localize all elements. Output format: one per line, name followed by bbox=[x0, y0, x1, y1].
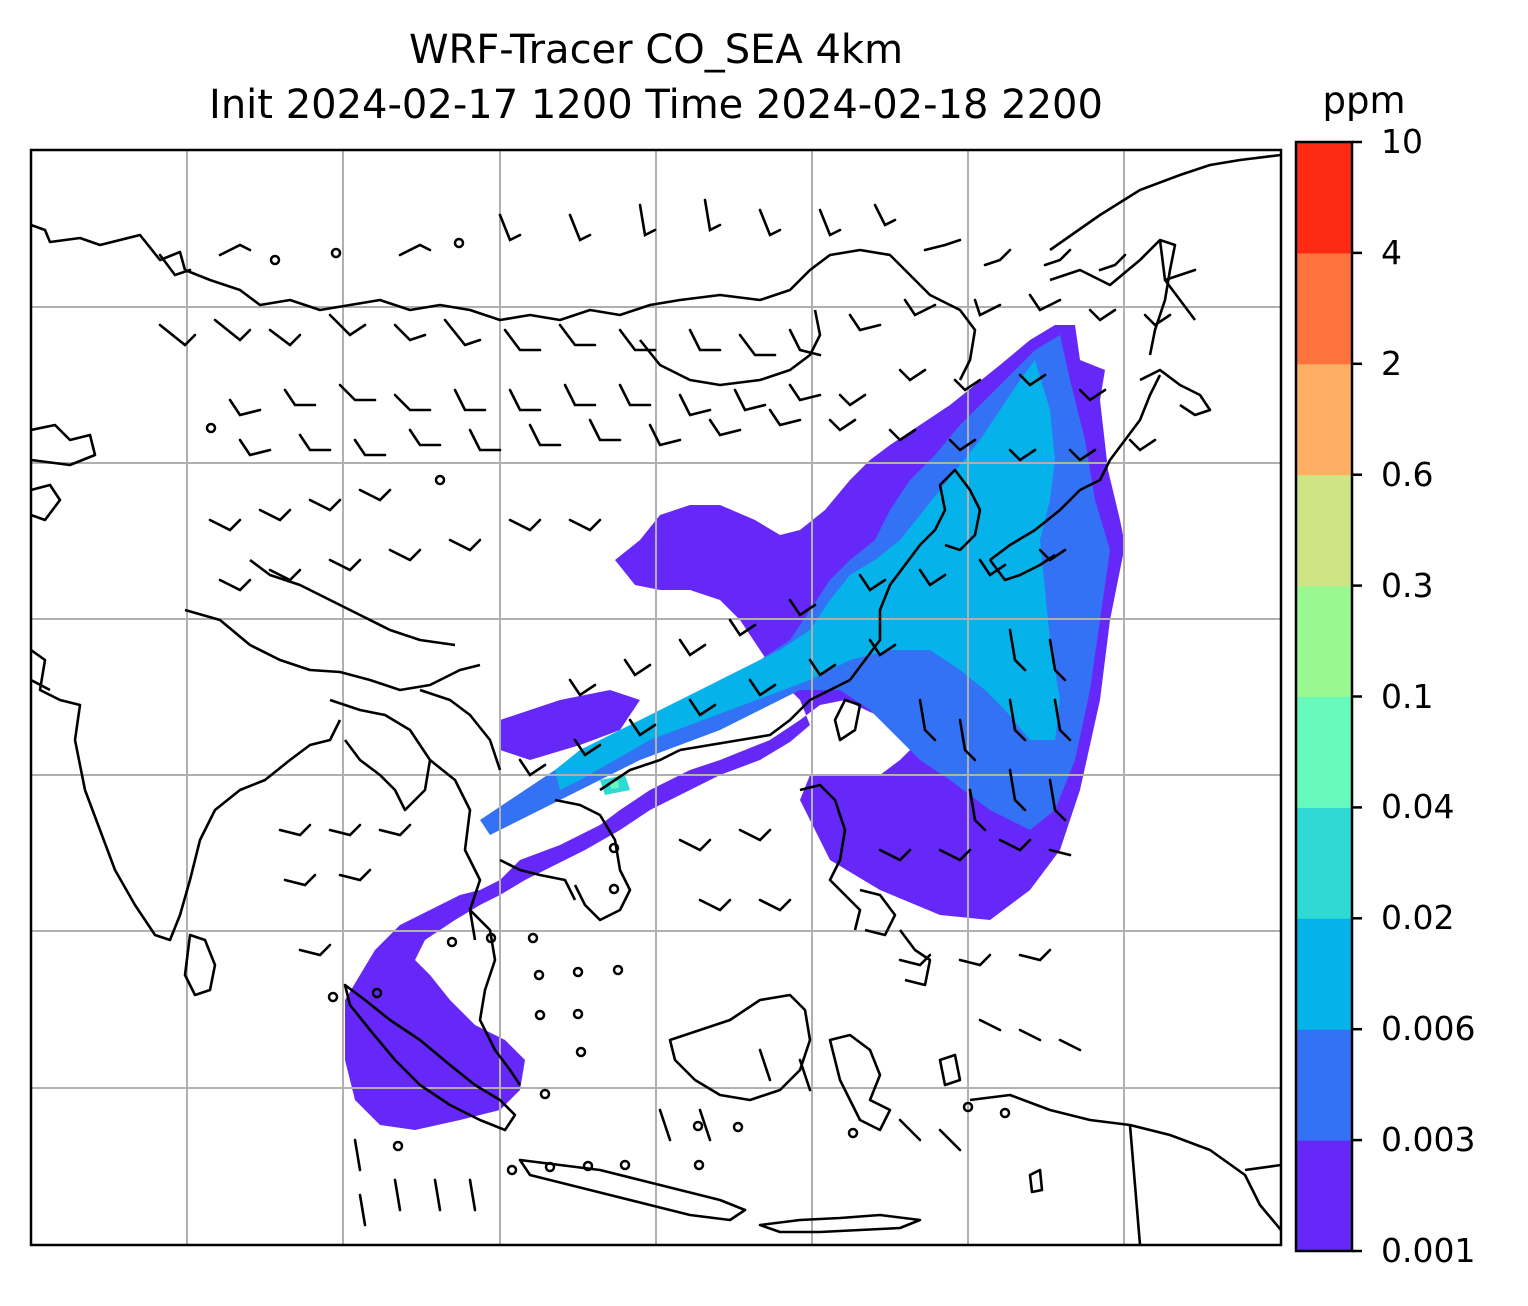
colorbar-band-4 bbox=[1296, 696, 1352, 808]
colorbar-level-label: 10 bbox=[1381, 122, 1423, 161]
wind-barbs bbox=[158, 198, 1197, 1227]
colorbar-level-label: 2 bbox=[1381, 343, 1402, 383]
colorbar-level-label: 0.02 bbox=[1381, 898, 1455, 938]
colorbar-level-label: 0.6 bbox=[1381, 454, 1434, 494]
colorbar-band-0 bbox=[1296, 1140, 1352, 1252]
plume-level-0001-strip bbox=[500, 690, 640, 760]
plume-level-0006 bbox=[555, 360, 1060, 790]
colorbar-band-7 bbox=[1296, 363, 1352, 476]
colorbar-band-5 bbox=[1296, 585, 1352, 697]
colorbar-band-3 bbox=[1296, 807, 1352, 919]
colorbar-level-label: 0.001 bbox=[1381, 1231, 1476, 1270]
colorbar-ticks bbox=[1352, 140, 1362, 1253]
colorbar-level-label: 0.1 bbox=[1381, 676, 1434, 716]
colorbar-units: ppm bbox=[1322, 79, 1406, 122]
map-gridlines bbox=[31, 150, 1281, 1245]
colorbar-band-9 bbox=[1296, 142, 1352, 254]
colorbar-band-8 bbox=[1296, 252, 1352, 365]
colorbar-band-1 bbox=[1296, 1029, 1352, 1141]
calm-wind-markers bbox=[205, 237, 1011, 1176]
map-frame bbox=[29, 148, 1283, 1247]
map-subtitle: Init 2024-02-17 1200 Time 2024-02-18 220… bbox=[209, 82, 1103, 128]
coastlines bbox=[31, 153, 1281, 1245]
colorbar-band-2 bbox=[1296, 918, 1352, 1030]
tracer-plume bbox=[345, 325, 1125, 1130]
colorbar-band-6 bbox=[1296, 474, 1352, 587]
colorbar-level-label: 4 bbox=[1381, 232, 1402, 272]
colorbar-level-label: 0.3 bbox=[1381, 565, 1434, 605]
colorbar-level-label: 0.04 bbox=[1381, 787, 1455, 827]
colorbar-level-label: 0.006 bbox=[1381, 1009, 1476, 1049]
plume-level-0003 bbox=[480, 335, 1110, 835]
colorbar bbox=[1296, 142, 1352, 1252]
map-title: WRF-Tracer CO_SEA 4km bbox=[408, 27, 904, 73]
colorbar-level-label: 0.003 bbox=[1381, 1120, 1476, 1160]
